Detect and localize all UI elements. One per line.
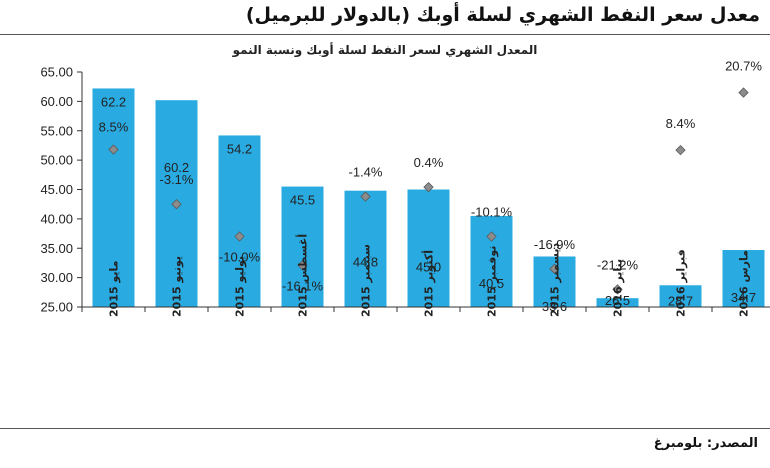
oil-price-chart: المعدل الشهري لسعر النفط لسلة أوبك ونسبة… — [40, 42, 770, 317]
growth-label: -16.9% — [534, 237, 576, 252]
x-category-label: أغسطس 2015 — [296, 234, 310, 317]
y-tick-label: 65.00 — [40, 65, 73, 80]
y-tick-label: 60.00 — [40, 94, 73, 109]
growth-marker — [360, 191, 371, 202]
bar — [92, 88, 135, 307]
bar — [407, 189, 450, 307]
bar — [659, 285, 702, 307]
x-category-label: يوليو 2015 — [234, 256, 247, 317]
x-category-label: سبتمبر 2015 — [360, 244, 373, 317]
x-category-label: يناير 2016 — [612, 259, 625, 317]
x-axis: مايو 2015 يونيو 2015 يوليو 2015 أغسطس 2015 س… — [81, 234, 770, 317]
growth-label: -3.1% — [160, 172, 194, 187]
bar — [281, 186, 324, 307]
bar — [470, 215, 513, 307]
growth-label: 0.4% — [414, 155, 444, 170]
value-labels: 62.260.254.245.544.8 45.040.533.6 26.5 28.7… — [101, 94, 756, 314]
x-category-label: مايو 2015 — [108, 261, 121, 317]
chart-title: المعدل الشهري لسعر النفط لسلة أوبك ونسبة… — [232, 42, 538, 58]
growth-labels: 8.5% -3.1% -10.0% -16.1% -1.4% 0.4% -10.1% -16.… — [99, 59, 763, 294]
bottom-divider — [0, 428, 770, 429]
source-note: المصدر: بلومبرغ — [653, 436, 758, 451]
bar — [722, 250, 765, 307]
y-tick-label: 30.00 — [40, 270, 73, 285]
growth-marker — [423, 181, 434, 193]
page-title: معدل سعر النفط الشهري لسلة أوبك (بالدولا… — [245, 4, 760, 26]
y-tick-label: 40.00 — [40, 211, 73, 226]
bar — [344, 190, 387, 307]
x-category-label: ديسمبر 2015 — [549, 243, 562, 317]
growth-label: -10.0% — [219, 250, 261, 265]
growth-marker — [297, 260, 308, 271]
x-category-label: مارس 2016 — [738, 250, 751, 317]
growth-marker — [612, 284, 623, 295]
growth-marker — [171, 199, 182, 210]
growth-label: 20.7% — [725, 59, 762, 74]
bar-value-label: 34.7 — [731, 290, 756, 305]
bar — [596, 298, 639, 307]
growth-label: -16.1% — [282, 278, 324, 293]
growth-label: 8.4% — [666, 116, 696, 131]
x-category-label: يونيو 2015 — [171, 256, 184, 317]
x-category-label: نوفمبر 2015 — [486, 246, 499, 317]
growth-label: 8.5% — [99, 120, 129, 135]
y-tick-label: 45.00 — [40, 182, 73, 197]
x-category-label: أكتوبر 2015 — [422, 250, 436, 317]
bar-value-label: 62.2 — [101, 94, 126, 109]
y-tick-label: 35.00 — [40, 241, 73, 256]
growth-label: -1.4% — [349, 165, 383, 180]
growth-marker — [738, 87, 749, 98]
y-tick-label: 50.00 — [40, 153, 73, 168]
bar-value-label: 26.5 — [605, 293, 630, 308]
growth-marker — [108, 144, 119, 155]
bar — [218, 135, 261, 307]
bar-value-label: 60.2 — [164, 160, 189, 175]
y-tick-label: 25.00 — [40, 300, 73, 315]
growth-marker — [234, 231, 245, 242]
bar-value-label: 40.5 — [479, 276, 504, 291]
y-axis: 25.00 30.00 35.00 40.00 45.00 50.00 55.00 60.00… — [40, 65, 83, 315]
bar-value-label: 54.2 — [227, 141, 252, 156]
growth-markers — [108, 87, 749, 295]
bar-value-label: 45.0 — [416, 260, 441, 275]
growth-label: -10.1% — [471, 205, 513, 220]
bar-value-label: 44.8 — [353, 255, 378, 270]
bar-value-label: 28.7 — [668, 293, 693, 308]
growth-marker — [486, 231, 497, 242]
y-tick-label: 55.00 — [40, 123, 73, 138]
growth-label: -21.2% — [597, 257, 639, 272]
x-category-label: فبراير 2016 — [675, 249, 688, 317]
top-divider — [0, 34, 770, 35]
bars — [92, 88, 765, 307]
growth-marker — [675, 144, 686, 156]
bar-value-label: 45.5 — [290, 193, 315, 208]
growth-marker — [549, 263, 560, 274]
